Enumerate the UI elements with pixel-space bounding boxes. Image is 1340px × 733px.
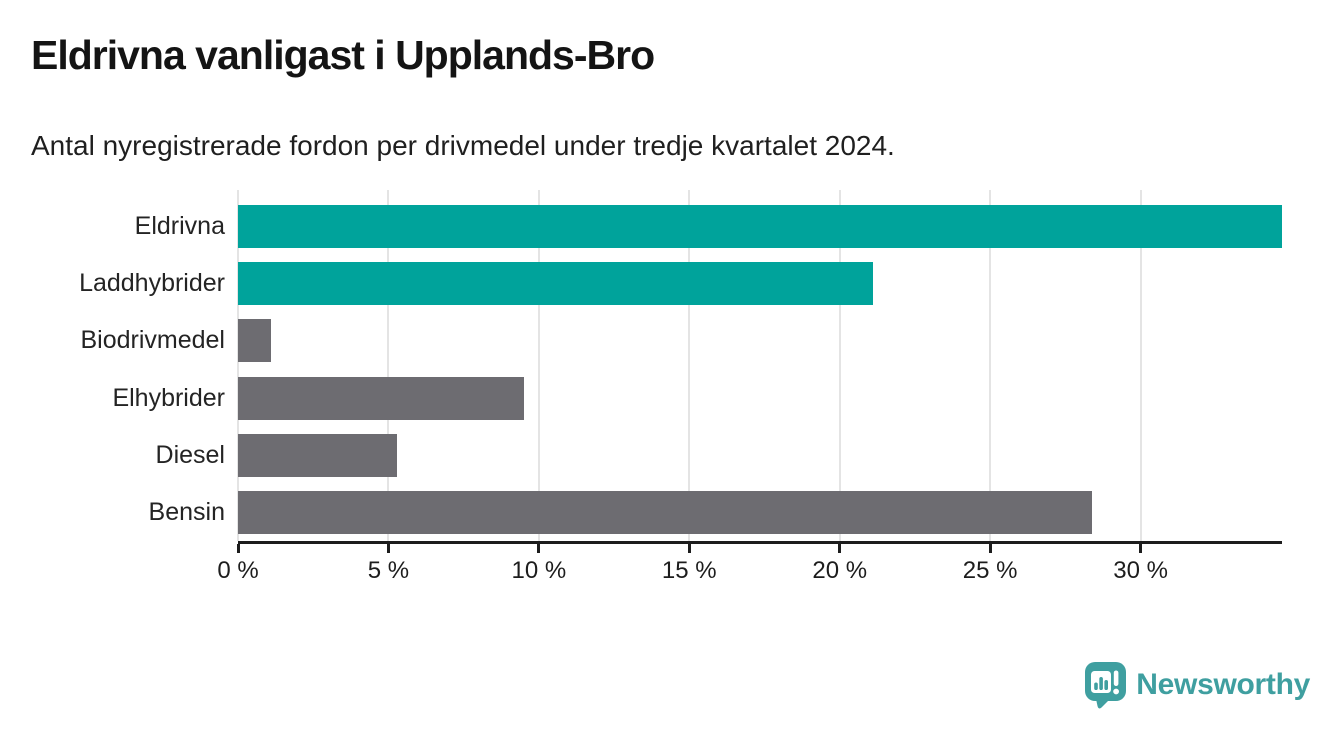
gridline — [989, 190, 992, 541]
bar-row — [238, 312, 1282, 369]
tick-mark — [687, 544, 691, 553]
chart-subtitle: Antal nyregistrerade fordon per drivmede… — [31, 130, 895, 161]
bar-elhybrider — [238, 376, 524, 420]
bar-eldrivna — [238, 205, 1282, 249]
tick-label: 25 % — [962, 557, 1018, 584]
tick-mark — [988, 544, 992, 553]
tick-label: 30 % — [1113, 557, 1168, 584]
bar-row — [238, 370, 1282, 427]
tick-label: 10 % — [511, 557, 567, 584]
bar-row — [238, 427, 1282, 484]
category-label: Diesel — [155, 440, 225, 469]
tick-label: 20 % — [812, 557, 868, 584]
bar-laddhybrider — [238, 262, 873, 306]
plot-area — [237, 190, 1282, 541]
gridline — [1139, 190, 1142, 541]
category-label: Elhybrider — [112, 383, 225, 412]
category-label: Eldrivna — [134, 212, 225, 241]
tick-mark — [838, 544, 842, 553]
newsworthy-logo: Newsworthy — [1084, 661, 1310, 709]
newsworthy-bubble-chart-icon — [1085, 662, 1127, 709]
bar-diesel — [238, 433, 398, 477]
tick-mark — [386, 544, 390, 553]
x-axis-line — [238, 541, 1282, 544]
gridline — [688, 190, 691, 541]
bar-biodrivmedel — [238, 319, 272, 363]
category-axis-labels: Eldrivna Laddhybrider Biodrivmedel Elhybrid… — [0, 198, 225, 541]
tick-mark — [1139, 544, 1143, 553]
bar-row — [238, 198, 1282, 255]
bar-row — [238, 255, 1282, 312]
x-axis-ticks: 0 % 5 % 10 % 15 % 20 % 25 % 30 % — [217, 544, 1282, 584]
gridline — [838, 190, 841, 541]
category-label: Biodrivmedel — [80, 326, 225, 355]
bar-bensin — [238, 490, 1093, 534]
tick-label: 15 % — [661, 557, 717, 584]
tick-mark — [537, 544, 541, 553]
bar-rows — [238, 198, 1282, 541]
newsworthy-logo-text: Newsworthy — [1136, 668, 1310, 701]
chart-title: Eldrivna vanligast i Upplands-Bro — [31, 32, 655, 78]
category-label: Bensin — [148, 497, 225, 526]
tick-label: 0 % — [217, 557, 259, 584]
gridline — [237, 190, 239, 541]
tick-mark — [236, 544, 240, 553]
tick-label: 5 % — [367, 557, 410, 584]
category-label: Laddhybrider — [79, 269, 225, 298]
gridline — [537, 190, 540, 541]
gridline — [387, 190, 390, 541]
bar-row — [238, 484, 1282, 541]
